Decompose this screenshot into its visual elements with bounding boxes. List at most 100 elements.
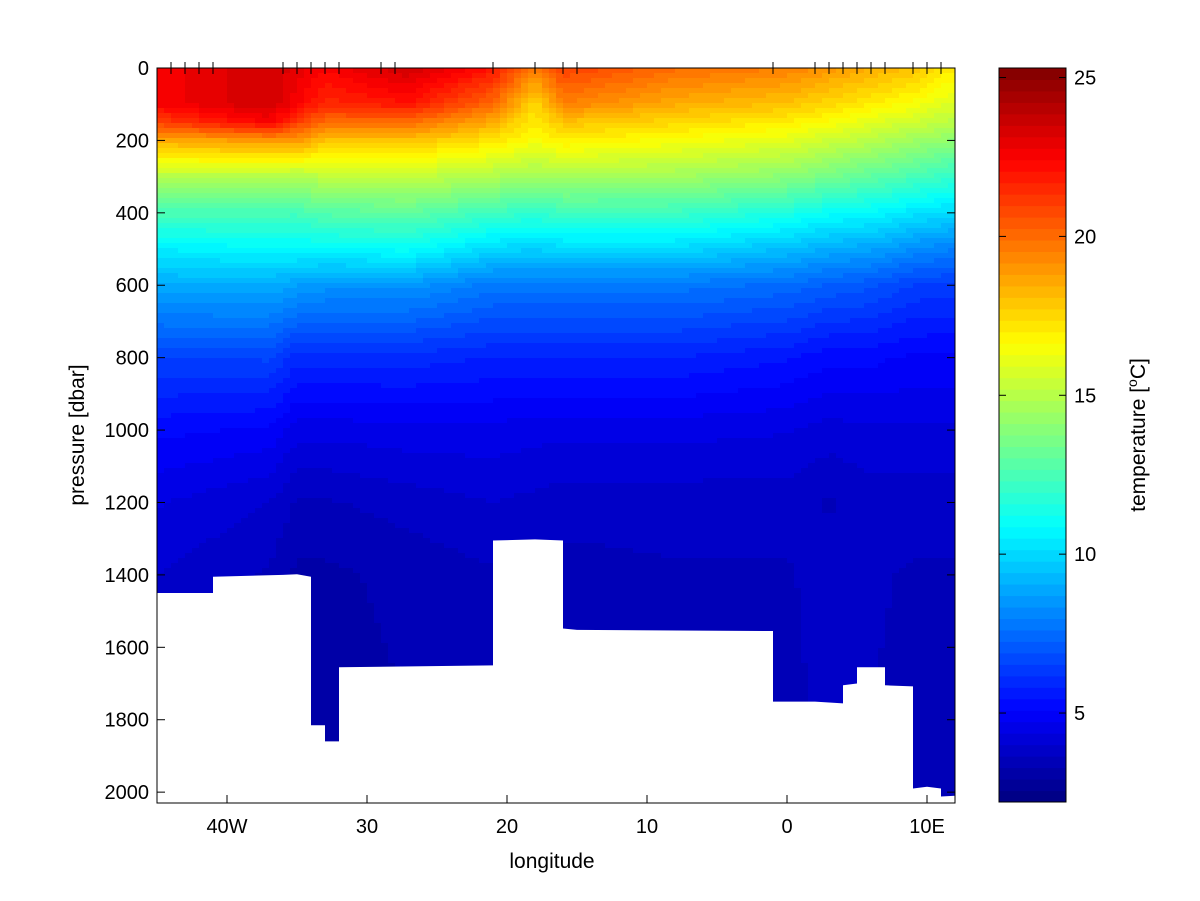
temperature-cell xyxy=(269,213,277,219)
temperature-cell xyxy=(402,93,410,99)
temperature-cell xyxy=(766,88,774,94)
temperature-cell xyxy=(157,113,165,119)
temperature-cell xyxy=(374,233,382,239)
temperature-cell xyxy=(563,83,571,89)
temperature-cell xyxy=(696,228,704,234)
temperature-cell xyxy=(444,118,452,124)
temperature-cell xyxy=(640,78,648,84)
temperature-cell xyxy=(353,188,361,194)
temperature-cell xyxy=(822,278,830,284)
temperature-cell xyxy=(220,168,228,174)
temperature-cell xyxy=(913,103,921,109)
temperature-cell xyxy=(262,218,270,224)
temperature-cell xyxy=(164,268,172,274)
temperature-cell xyxy=(451,113,459,119)
temperature-cell xyxy=(738,148,746,154)
temperature-cell xyxy=(353,273,361,279)
temperature-cell xyxy=(570,133,578,139)
temperature-cell xyxy=(451,203,459,209)
temperature-cell xyxy=(297,98,305,104)
temperature-cell xyxy=(822,203,830,209)
temperature-cell xyxy=(934,108,942,114)
temperature-cell xyxy=(318,143,326,149)
temperature-cell xyxy=(255,258,263,264)
temperature-cell xyxy=(682,258,690,264)
temperature-cell xyxy=(444,138,452,144)
temperature-cell xyxy=(871,128,879,134)
temperature-cell xyxy=(591,273,599,279)
temperature-cell xyxy=(248,208,256,214)
temperature-cell xyxy=(241,153,249,159)
temperature-cell xyxy=(444,273,452,279)
temperature-cell xyxy=(241,273,249,279)
temperature-cell xyxy=(423,143,431,149)
temperature-cell xyxy=(437,263,445,269)
temperature-cell xyxy=(745,73,753,79)
temperature-cell xyxy=(220,103,228,109)
temperature-cell xyxy=(437,128,445,134)
temperature-cell xyxy=(766,228,774,234)
temperature-cell xyxy=(465,118,473,124)
temperature-cell xyxy=(927,128,935,134)
temperature-cell xyxy=(486,168,494,174)
temperature-cell xyxy=(843,83,851,89)
temperature-cell xyxy=(276,198,284,204)
temperature-cell xyxy=(738,113,746,119)
temperature-cell xyxy=(857,73,865,79)
temperature-cell xyxy=(787,218,795,224)
temperature-cell xyxy=(794,258,802,264)
temperature-cell xyxy=(584,158,592,164)
temperature-cell xyxy=(171,203,179,209)
temperature-cell xyxy=(647,188,655,194)
temperature-cell xyxy=(185,98,193,104)
temperature-cell xyxy=(906,233,914,239)
temperature-cell xyxy=(906,158,914,164)
temperature-cell xyxy=(745,198,753,204)
temperature-cell xyxy=(619,213,627,219)
temperature-cell xyxy=(899,278,907,284)
temperature-cell xyxy=(766,233,774,239)
temperature-cell xyxy=(640,263,648,269)
temperature-cell xyxy=(248,148,256,154)
temperature-cell xyxy=(199,233,207,239)
temperature-cell xyxy=(591,283,599,289)
temperature-cell xyxy=(752,203,760,209)
temperature-cell xyxy=(731,278,739,284)
temperature-cell xyxy=(556,248,564,254)
temperature-cell xyxy=(353,213,361,219)
temperature-cell xyxy=(192,138,200,144)
temperature-cell xyxy=(353,253,361,259)
temperature-cell xyxy=(304,128,312,134)
temperature-cell xyxy=(766,243,774,249)
temperature-cell xyxy=(164,218,172,224)
temperature-cell xyxy=(325,108,333,114)
temperature-cell xyxy=(472,138,480,144)
temperature-cell xyxy=(318,153,326,159)
temperature-cell xyxy=(549,278,557,284)
temperature-cell xyxy=(864,178,872,184)
temperature-cell xyxy=(710,253,718,259)
temperature-cell xyxy=(178,93,186,99)
temperature-cell xyxy=(584,183,592,189)
temperature-cell xyxy=(941,198,949,204)
temperature-cell xyxy=(479,108,487,114)
temperature-cell xyxy=(878,238,886,244)
temperature-cell xyxy=(619,223,627,229)
temperature-cell xyxy=(773,73,781,79)
temperature-cell xyxy=(178,103,186,109)
temperature-cell xyxy=(738,208,746,214)
temperature-cell xyxy=(668,138,676,144)
temperature-cell xyxy=(696,143,704,149)
temperature-cell xyxy=(913,218,921,224)
temperature-cell xyxy=(542,118,550,124)
temperature-cell xyxy=(213,283,221,289)
temperature-cell xyxy=(864,188,872,194)
temperature-cell xyxy=(311,133,319,139)
temperature-cell xyxy=(794,173,802,179)
temperature-cell xyxy=(899,108,907,114)
temperature-cell xyxy=(248,138,256,144)
temperature-cell xyxy=(759,278,767,284)
temperature-cell xyxy=(185,93,193,99)
temperature-cell xyxy=(325,248,333,254)
